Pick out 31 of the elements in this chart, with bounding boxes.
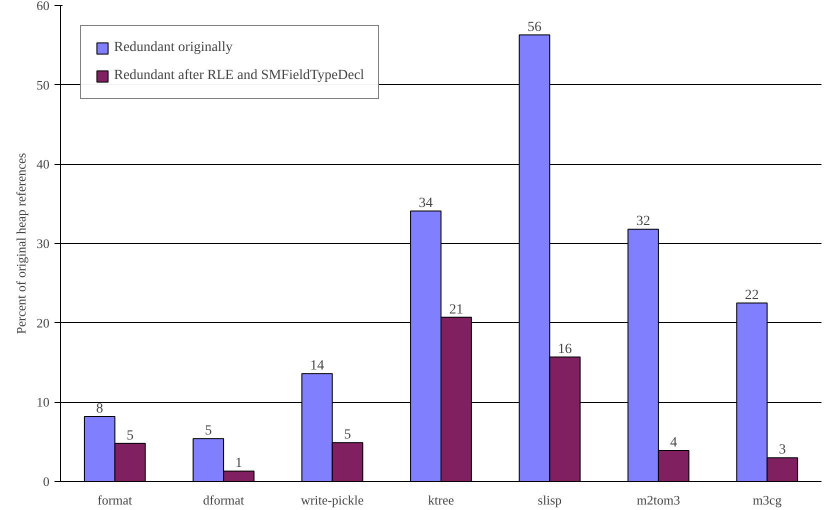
data-label: 5	[204, 424, 212, 439]
x-tick-label: ktree	[428, 492, 454, 508]
data-label: 22	[744, 288, 759, 303]
x-tick-label: write-pickle	[300, 492, 364, 508]
data-label: 56	[527, 20, 542, 35]
data-label: 3	[778, 442, 786, 458]
data-label: 5	[344, 428, 352, 443]
x-tick-label: m3cg	[752, 492, 782, 508]
legend-label: Redundant after RLE and SMFieldTypeDecl	[114, 68, 364, 84]
data-label: 5	[126, 428, 134, 444]
y-tick-label: 60	[36, 0, 50, 13]
y-tick-label: 10	[36, 394, 50, 410]
y-axis-title: Percent of original heap references	[14, 152, 28, 334]
data-label: 4	[670, 436, 678, 451]
data-label: 14	[310, 358, 324, 374]
data-label: 34	[418, 196, 433, 211]
data-label: 8	[96, 401, 104, 416]
y-tick-label: 40	[36, 156, 50, 172]
x-tick-label: format	[98, 492, 133, 508]
x-tick-label: slisp	[538, 492, 562, 508]
x-tick-label: m2tom3	[636, 492, 680, 508]
data-label: 1	[235, 456, 242, 472]
data-label: 32	[636, 214, 650, 230]
legend-label: Redundant originally	[114, 40, 233, 56]
data-label: 21	[449, 302, 464, 318]
y-tick-label: 0	[43, 474, 50, 489]
y-tick-label: 20	[36, 315, 50, 330]
x-tick-label: dformat	[202, 492, 245, 508]
data-label: 16	[558, 342, 572, 357]
y-tick-label: 30	[36, 236, 50, 251]
y-tick-label: 50	[36, 77, 50, 92]
